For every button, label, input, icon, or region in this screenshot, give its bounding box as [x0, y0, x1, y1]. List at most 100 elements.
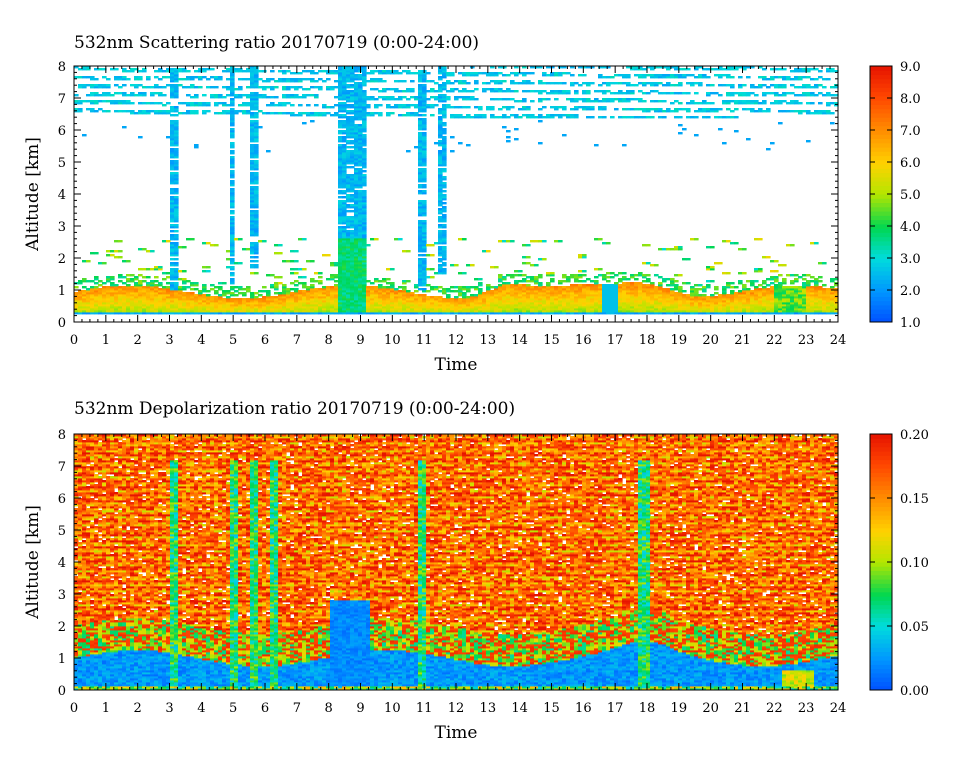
- heatmap-cell: [174, 196, 179, 198]
- heatmap-cell: [130, 110, 135, 112]
- heatmap-cell: [202, 68, 207, 70]
- heatmap-cell: [90, 108, 95, 110]
- heatmap-cell: [74, 108, 79, 110]
- heatmap-cell: [138, 92, 143, 94]
- heatmap-cell: [118, 92, 123, 94]
- heatmap-cell: [174, 258, 179, 260]
- heatmap-cell: [226, 94, 231, 96]
- heatmap-cell: [222, 282, 227, 284]
- heatmap-cell: [230, 278, 235, 280]
- heatmap-cell: [98, 68, 103, 70]
- heatmap-cell: [230, 142, 235, 144]
- heatmap-cell: [194, 282, 199, 284]
- heatmap-cell: [170, 114, 175, 116]
- heatmap-cell: [118, 240, 123, 242]
- heatmap-cell: [150, 92, 155, 94]
- heatmap-cell: [118, 286, 123, 288]
- heatmap-cell: [198, 102, 203, 104]
- heatmap-cell: [126, 274, 131, 276]
- heatmap-cell: [174, 230, 179, 232]
- heatmap-cell: [178, 78, 183, 80]
- heatmap-cell: [114, 256, 119, 258]
- heatmap-cell: [102, 286, 107, 288]
- heatmap-cell: [110, 100, 115, 102]
- heatmap-cell: [234, 68, 239, 70]
- heatmap-cell: [174, 262, 179, 264]
- heatmap-cell: [214, 296, 219, 298]
- heatmap-cell: [78, 108, 83, 110]
- heatmap-cell: [130, 274, 135, 276]
- heatmap-cell: [138, 70, 143, 72]
- heatmap-cell: [130, 92, 135, 94]
- heatmap-cell: [158, 266, 163, 268]
- heatmap-cell: [142, 268, 147, 270]
- heatmap-cell: [94, 276, 99, 278]
- heatmap-cell: [78, 76, 83, 78]
- heatmap-cell: [214, 112, 219, 114]
- heatmap-cell: [118, 256, 123, 258]
- heatmap-cell: [114, 92, 119, 94]
- heatmap-cell: [106, 78, 111, 80]
- heatmap-cell: [158, 92, 163, 94]
- heatmap-cell: [194, 102, 199, 104]
- heatmap-cell: [110, 254, 115, 256]
- heatmap-cell: [238, 238, 243, 240]
- heatmap-cell: [98, 262, 103, 264]
- heatmap-cell: [194, 94, 199, 96]
- heatmap-cell: [190, 238, 195, 240]
- heatmap-cell: [186, 86, 191, 88]
- heatmap-cell: [182, 292, 187, 294]
- heatmap-cell: [222, 70, 227, 72]
- heatmap-cell: [190, 288, 195, 290]
- heatmap-cell: [186, 102, 191, 104]
- heatmap-cell: [94, 92, 99, 94]
- heatmap-cell: [186, 70, 191, 72]
- heatmap-cell: [122, 260, 127, 262]
- heatmap-cell: [234, 262, 239, 264]
- heatmap-cell: [162, 286, 167, 288]
- heatmap-cell: [222, 298, 227, 300]
- heatmap-cell: [230, 128, 235, 130]
- heatmap-cell: [90, 286, 95, 288]
- heatmap-cell: [134, 84, 139, 86]
- heatmap-cell: [142, 248, 147, 250]
- heatmap-cell: [166, 76, 171, 78]
- heatmap-cell: [82, 278, 87, 280]
- heatmap-cell: [142, 276, 147, 278]
- heatmap-cell: [206, 102, 211, 104]
- heatmap-cell: [182, 78, 187, 80]
- heatmap-cell: [142, 102, 147, 104]
- heatmap-cell: [182, 112, 187, 114]
- heatmap-cell: [206, 78, 211, 80]
- heatmap-cell: [126, 278, 131, 280]
- heatmap-cell: [214, 94, 219, 96]
- heatmap-cell: [194, 294, 199, 296]
- heatmap-cell: [118, 250, 123, 252]
- heatmap-cell: [202, 94, 207, 96]
- heatmap-cell: [174, 114, 179, 116]
- heatmap-cell: [194, 70, 199, 72]
- heatmap-cell: [166, 136, 171, 138]
- heatmap-cell: [218, 102, 223, 104]
- heatmap-cell: [170, 196, 175, 198]
- heatmap-cell: [170, 172, 175, 174]
- heatmap-cell: [114, 240, 119, 242]
- heatmap-cell: [142, 86, 147, 88]
- heatmap-cell: [98, 100, 103, 102]
- heatmap-cell: [238, 86, 243, 88]
- heatmap-cell: [182, 102, 187, 104]
- heatmap-cell: [170, 160, 175, 162]
- heatmap-cell: [190, 292, 195, 294]
- heatmap-cell: [94, 100, 99, 102]
- heatmap-cell: [150, 250, 155, 252]
- heatmap-cell: [178, 84, 183, 86]
- heatmap-cell: [106, 100, 111, 102]
- heatmap-cell: [198, 86, 203, 88]
- heatmap-cell: [106, 84, 111, 86]
- heatmap-cell: [126, 110, 131, 112]
- heatmap-cell: [142, 280, 147, 282]
- heatmap-cell: [170, 230, 175, 232]
- heatmap-cell: [118, 76, 123, 78]
- heatmap-cell: [238, 94, 243, 96]
- heatmap-cell: [230, 210, 235, 212]
